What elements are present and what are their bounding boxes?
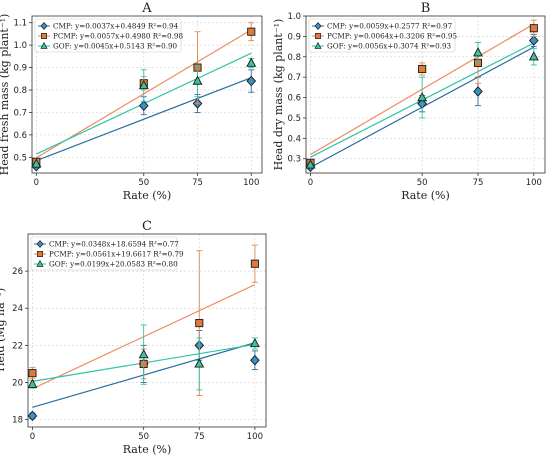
- legend-marker-cmp: [314, 22, 322, 30]
- y-tick-label: 1.0: [13, 41, 27, 51]
- x-axis-label: Rate (%): [123, 443, 172, 455]
- legend-marker-pcmp: [37, 251, 43, 257]
- data-point-gof: [194, 358, 205, 368]
- y-tick-label: 0.3: [287, 155, 301, 165]
- plot-frame: [31, 15, 263, 174]
- data-point-cmp: [246, 75, 257, 87]
- legend-box: [308, 18, 456, 53]
- data-point-gof: [417, 92, 428, 102]
- y-axis-label: Head fresh mass (kg plant⁻¹): [0, 14, 11, 176]
- legend-marker-gof: [36, 259, 44, 267]
- y-tick-label: 0.6: [287, 94, 301, 104]
- x-tick-label: 50: [138, 178, 149, 188]
- data-point-cmp: [529, 35, 539, 46]
- fit-line-cmp: [36, 77, 252, 162]
- legend-label-cmp: CMP: y=0.0037x+0.4849 R²=0.94: [53, 22, 179, 31]
- y-tick-label: 0.5: [13, 153, 27, 163]
- y-tick-label: 26: [12, 267, 23, 277]
- data-point-pcmp: [247, 27, 256, 36]
- x-tick-label: 75: [192, 178, 203, 188]
- data-point-gof: [528, 51, 539, 61]
- data-point-gof: [246, 57, 257, 67]
- legend-marker-pcmp: [315, 33, 321, 39]
- data-point-pcmp: [529, 24, 538, 33]
- legend-marker-pcmp: [41, 33, 47, 39]
- y-tick-label: 0.7: [13, 108, 27, 118]
- x-tick-label: 0: [30, 432, 35, 442]
- legend-label-cmp: CMP: y=0.0348x+18.6594 R²=0.77: [49, 240, 179, 249]
- x-tick-label: 50: [138, 432, 149, 442]
- data-point-pcmp: [28, 369, 37, 378]
- x-tick-label: 100: [247, 432, 263, 442]
- data-point-gof: [31, 158, 42, 168]
- x-tick-label: 75: [194, 432, 205, 442]
- y-tick-label: 24: [12, 304, 23, 314]
- data-point-gof: [192, 75, 203, 85]
- data-point-gof: [305, 159, 316, 169]
- data-point-gof: [138, 349, 149, 359]
- y-tick-label: 0.8: [13, 86, 27, 96]
- y-tick-label: 0.4: [287, 134, 301, 144]
- x-tick-label: 100: [526, 178, 542, 188]
- panel-a: 0.5 0.6 0.7 0.8 0.9 1.0 1.1 0 50 75 100 A Rate (%) He…: [0, 1, 263, 202]
- x-axis-label: Rate (%): [123, 189, 172, 202]
- data-point-pcmp: [250, 259, 259, 268]
- data-point-gof: [473, 47, 483, 57]
- data-point-cmp: [27, 410, 38, 422]
- legend-label-pcmp: PCMP: y=0.0057x+0.4980 R²=0.98: [53, 32, 183, 41]
- legend-marker-cmp: [40, 22, 48, 30]
- y-tick-label: 0.7: [287, 73, 301, 83]
- legend-label-pcmp: PCMP: y=0.0064x+0.3206 R²=0.95: [327, 32, 457, 41]
- panel-c: 18 20 22 24 26 0 50 75 100 C Rate (%) Yield (Mg ha⁻…: [0, 219, 267, 455]
- legend-label-cmp: CMP: y=0.0059x+0.2577 R²=0.97: [327, 22, 453, 31]
- plot-frame: [305, 15, 546, 174]
- x-tick-label: 75: [473, 178, 484, 188]
- x-tick-label: 100: [243, 178, 259, 188]
- legend-label-gof: GOF: y=0.0199x+20.0583 R²=0.80: [49, 260, 178, 269]
- y-tick-label: 1.0: [287, 12, 301, 22]
- y-axis-label: Head dry mass (kg plant⁻¹): [272, 19, 285, 171]
- data-point-gof: [249, 337, 260, 348]
- legend-label-gof: GOF: y=0.0056x+0.3074 R²=0.93: [327, 42, 452, 51]
- y-tick-label: 1.1: [13, 19, 27, 29]
- data-point-cmp: [138, 100, 149, 111]
- chart-title: C: [142, 219, 152, 234]
- data-point-gof: [138, 79, 149, 90]
- x-tick-label: 0: [34, 178, 39, 188]
- legend-marker-cmp: [36, 240, 44, 248]
- data-point-pcmp: [418, 64, 427, 74]
- legend-label-pcmp: PCMP: y=0.0561x+19.6617 R²=0.79: [49, 250, 184, 259]
- data-point-cmp: [250, 354, 260, 366]
- data-point-cmp: [473, 86, 483, 97]
- y-tick-label: 0.5: [287, 114, 301, 124]
- legend-box: [34, 18, 182, 53]
- y-tick-label: 0.8: [287, 53, 301, 63]
- y-tick-label: 20: [12, 378, 23, 388]
- y-tick-label: 18: [12, 416, 23, 426]
- y-tick-label: 0.6: [13, 131, 27, 141]
- legend-box: [30, 236, 178, 271]
- legend-label-gof: GOF: y=0.0045x+0.5143 R²=0.90: [53, 42, 178, 51]
- legend-marker-gof: [314, 41, 322, 49]
- y-axis-label: Yield (Mg ha⁻¹): [0, 288, 7, 374]
- data-point-pcmp: [195, 319, 204, 328]
- y-tick-label: 22: [12, 341, 23, 351]
- x-axis-label: Rate (%): [401, 189, 450, 202]
- x-tick-label: 0: [308, 178, 313, 188]
- chart-title: B: [421, 1, 431, 16]
- legend-marker-gof: [40, 41, 48, 49]
- plot-frame: [27, 233, 267, 428]
- chart-title: A: [141, 1, 152, 16]
- y-tick-label: 0.9: [287, 32, 301, 42]
- data-point-gof: [27, 378, 38, 388]
- panel-b: 0.3 0.4 0.5 0.6 0.7 0.8 0.9 1.0 0 50 75 100 B Rate (%…: [272, 1, 546, 202]
- x-tick-label: 50: [417, 178, 428, 188]
- y-tick-label: 0.9: [13, 64, 27, 74]
